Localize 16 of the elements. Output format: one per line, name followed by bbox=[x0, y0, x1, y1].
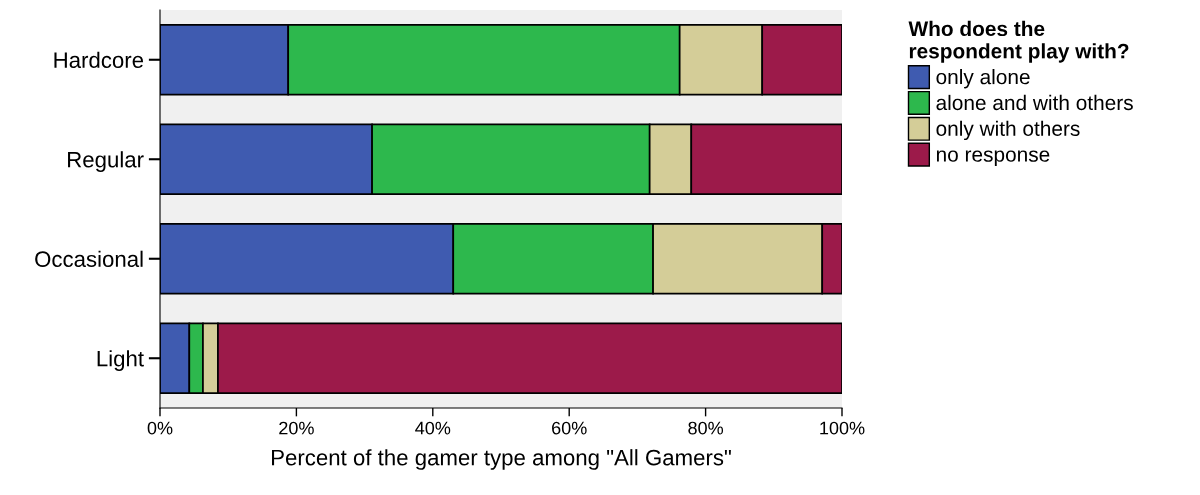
legend-title: Who does the respondent play with? bbox=[908, 20, 1129, 63]
legend-label: only with others bbox=[936, 120, 1080, 141]
x-tick-label: 20% bbox=[279, 421, 314, 435]
x-axis-title: Percent of the gamer type among "All Gamers" bbox=[272, 449, 731, 470]
legend-label: no response bbox=[936, 150, 1050, 166]
x-tick-label: 80% bbox=[688, 421, 724, 435]
x-tick-label: 0% bbox=[147, 421, 173, 435]
y-tick-label: Light bbox=[97, 350, 144, 371]
y-tick-label: Hardcore bbox=[54, 51, 144, 69]
y-tick-label: Occasional bbox=[35, 250, 143, 268]
y-tick-label: Regular bbox=[68, 151, 144, 172]
legend-label: only alone bbox=[936, 69, 1030, 89]
legend-label: alone and with others bbox=[936, 94, 1133, 111]
x-tick-label: 60% bbox=[552, 421, 587, 435]
x-tick-label: 40% bbox=[415, 421, 451, 435]
x-tick-label: 100% bbox=[820, 421, 865, 435]
